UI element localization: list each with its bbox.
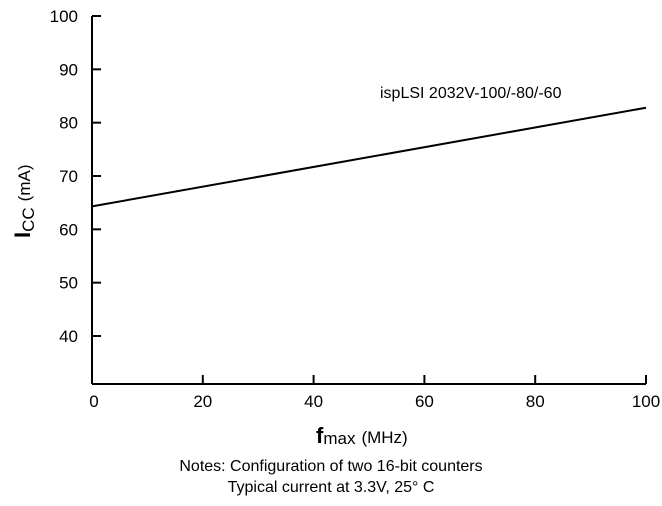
y-tick-label: 90	[59, 60, 78, 79]
axes	[91, 16, 646, 385]
x-axis-label: fmax (MHz)	[316, 423, 408, 448]
x-tick-label: 40	[304, 392, 323, 411]
y-tick-label: 50	[59, 274, 78, 293]
notes-line-2: Typical current at 3.3V, 25° C	[227, 479, 435, 496]
x-tick-label: 0	[89, 392, 98, 411]
x-axis-label-sub: max	[323, 429, 356, 448]
chart: 0 20 40 60 80 100 40 50 60 70 80 90 100 ispLSI 2032…	[10, 7, 660, 448]
x-tick-label: 20	[193, 392, 212, 411]
x-tick-label: 100	[632, 392, 660, 411]
y-tick-label: 80	[59, 114, 78, 133]
y-tick-label: 100	[50, 7, 78, 26]
y-tick-label: 40	[59, 327, 78, 346]
x-axis-label-unit: (MHz)	[361, 428, 407, 447]
y-tick-label: 60	[59, 220, 78, 239]
x-tick-label: 80	[526, 392, 545, 411]
y-axis-label-main: I	[10, 232, 35, 238]
x-axis-label-main: f	[316, 423, 324, 448]
y-axis-label-sub: CC	[19, 207, 38, 232]
x-tick-label: 60	[415, 392, 434, 411]
y-axis-label-unit: (mA)	[15, 164, 34, 201]
notes-line-1: Notes: Configuration of two 16-bit count…	[179, 458, 483, 475]
y-tick-label: 70	[59, 167, 78, 186]
y-ticks: 40 50 60 70 80 90 100	[50, 7, 101, 346]
series-line	[91, 106, 647, 208]
series-label: ispLSI 2032V-100/-80/-60	[380, 85, 562, 102]
x-ticks: 0 20 40 60 80 100	[89, 375, 660, 411]
series-lines	[91, 106, 647, 208]
y-axis-label: ICC (mA)	[10, 164, 38, 238]
